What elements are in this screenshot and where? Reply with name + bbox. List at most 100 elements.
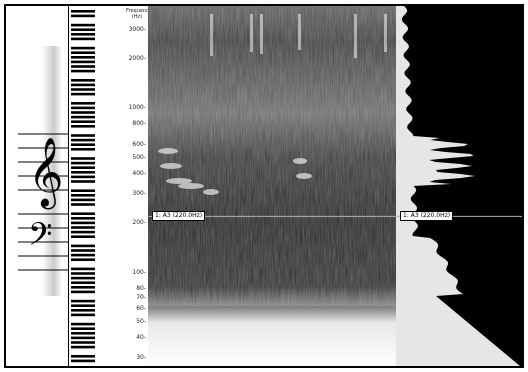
black-key: [71, 111, 95, 114]
black-key: [71, 322, 95, 326]
transient-streak: [250, 14, 253, 52]
black-key: [71, 253, 95, 257]
frequency-tick-label: 600-: [132, 140, 146, 148]
black-key: [71, 157, 95, 160]
frequency-axis: Frequency (Hz) 3000- 2000- 1000- 800- 600- 50…: [126, 6, 152, 366]
black-key: [71, 299, 95, 303]
black-key: [71, 23, 95, 27]
frequency-tick-label: 60-: [136, 305, 146, 313]
black-key: [71, 161, 95, 165]
black-key: [71, 327, 95, 330]
black-key: [71, 51, 95, 54]
frequency-tick-label: 1000-: [128, 104, 146, 112]
black-key: [71, 10, 95, 13]
frequency-tick-label: 80-: [136, 284, 146, 292]
harmonic-band: [296, 173, 312, 179]
bass-clef-icon: 𝄢: [28, 216, 52, 260]
transient-streak: [298, 14, 301, 50]
piano-keyboard[interactable]: [68, 6, 128, 366]
black-key: [71, 272, 95, 275]
harmonic-band: [166, 178, 192, 184]
axis-title-line2: (Hz): [131, 14, 143, 20]
black-key: [71, 65, 95, 68]
staff-svg: 𝄞 𝄢: [18, 133, 70, 271]
cursor-note-label: 1: A3 (220.0Hz): [152, 211, 206, 222]
transient-streak: [260, 14, 263, 54]
black-key: [71, 33, 95, 36]
frequency-tick-label: 40-: [136, 333, 146, 341]
black-key: [71, 276, 95, 280]
black-key: [71, 166, 95, 169]
spectrum-curve: [396, 6, 520, 366]
black-key: [71, 28, 95, 31]
black-key: [71, 180, 95, 183]
frequency-tick-label: 30-: [136, 354, 146, 362]
black-key: [71, 69, 95, 73]
black-key: [71, 120, 95, 123]
black-key: [71, 194, 95, 197]
black-key: [71, 115, 95, 119]
harmonic-band: [178, 183, 204, 189]
black-key: [71, 290, 95, 294]
spectrum-profile[interactable]: 1: A3 (220.0Hz): [396, 6, 522, 366]
black-key: [71, 332, 95, 335]
cursor-note-label-spectrum: 1: A3 (220.0Hz): [400, 211, 454, 222]
frequency-tick-label: 300-: [132, 190, 146, 198]
black-key: [71, 171, 95, 174]
spectrum-canvas[interactable]: [396, 6, 522, 366]
black-key: [71, 125, 95, 128]
black-key: [71, 88, 95, 91]
piano-keys[interactable]: [69, 6, 127, 366]
black-key: [71, 79, 95, 82]
black-key: [71, 106, 95, 110]
black-key: [71, 341, 95, 344]
black-key: [71, 281, 95, 284]
harmonic-band: [158, 148, 178, 154]
black-key: [71, 249, 95, 252]
black-key: [71, 304, 95, 307]
black-key: [71, 345, 95, 349]
spectrogram-canvas[interactable]: [148, 6, 396, 366]
black-key: [71, 221, 95, 225]
transient-streak: [210, 14, 213, 56]
black-key: [71, 138, 95, 142]
frequency-tick-label: 400-: [132, 169, 146, 177]
black-key: [71, 336, 95, 340]
frequency-tick-label: 3000-: [128, 26, 146, 33]
black-key: [71, 92, 95, 96]
black-key: [71, 60, 95, 64]
black-key: [71, 189, 95, 192]
frequency-tick-label: 800-: [132, 120, 146, 128]
black-key: [71, 244, 95, 248]
black-key: [71, 309, 95, 312]
black-key: [71, 258, 95, 261]
black-key: [71, 359, 95, 363]
black-key: [71, 235, 95, 238]
black-key: [71, 212, 95, 215]
frequency-tick-label: 100-: [132, 268, 146, 276]
black-key: [71, 56, 95, 59]
treble-clef-icon: 𝄞: [28, 137, 63, 209]
black-key: [71, 83, 95, 87]
black-key: [71, 175, 95, 179]
transient-streak: [354, 14, 357, 58]
black-key: [71, 143, 95, 146]
black-key: [71, 102, 95, 105]
black-key: [71, 198, 95, 202]
black-key: [71, 267, 95, 271]
black-key: [71, 14, 95, 18]
harmonic-band: [203, 189, 219, 195]
frequency-tick-label: 50-: [136, 318, 146, 326]
spectrogram-view[interactable]: 1: A3 (220.0Hz): [148, 6, 396, 366]
black-key: [71, 230, 95, 234]
black-key: [71, 134, 95, 137]
harmonic-band: [293, 158, 307, 164]
black-key: [71, 37, 95, 41]
black-key: [71, 203, 95, 206]
music-staff-panel: 𝄞 𝄢: [6, 6, 70, 366]
axis-title: Frequency (Hz): [126, 8, 152, 20]
staff-shading: [42, 46, 62, 296]
frequency-tick-label: 200-: [132, 219, 146, 227]
black-key: [71, 226, 95, 229]
black-key: [71, 217, 95, 220]
